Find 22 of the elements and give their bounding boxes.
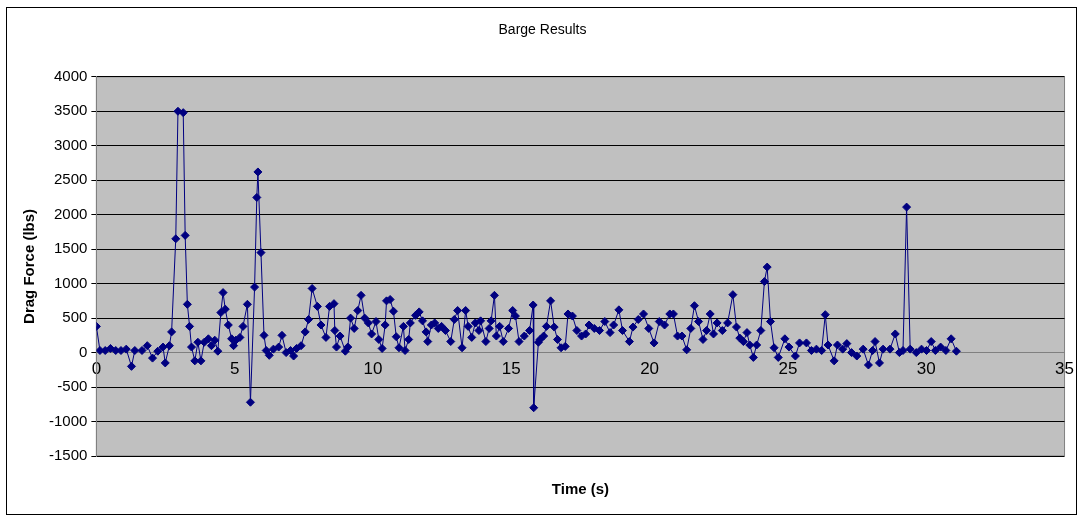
y-tick-label: 2000 [53,204,88,222]
y-tick-label: 2500 [53,170,88,188]
y-tick-label: 3500 [53,101,88,119]
x-tick-label: 5 [229,359,240,379]
x-tick-label: 15 [501,359,521,379]
y-tick-label: 1000 [53,273,88,291]
x-axis-title: Time (s) [551,480,610,497]
x-tick-label: 10 [363,359,383,379]
y-tick-label: -500 [57,377,88,395]
x-tick-label: 30 [916,359,936,379]
y-tick-label: 0 [79,342,88,360]
y-tick-label: 500 [62,308,88,326]
y-tick-label: -1000 [48,411,88,429]
x-tick-label: 35 [1055,359,1075,379]
chart-title: Barge Results [498,21,587,38]
y-tick-label: 1500 [53,239,88,257]
y-tick-label: 4000 [53,66,88,84]
x-tick-label: 25 [778,359,798,379]
y-tick-label: -1500 [48,446,88,464]
y-axis-title: Drag Force (lbs) [20,208,38,324]
y-tick-label: 3000 [53,135,88,153]
x-tick-label: 20 [640,359,660,379]
